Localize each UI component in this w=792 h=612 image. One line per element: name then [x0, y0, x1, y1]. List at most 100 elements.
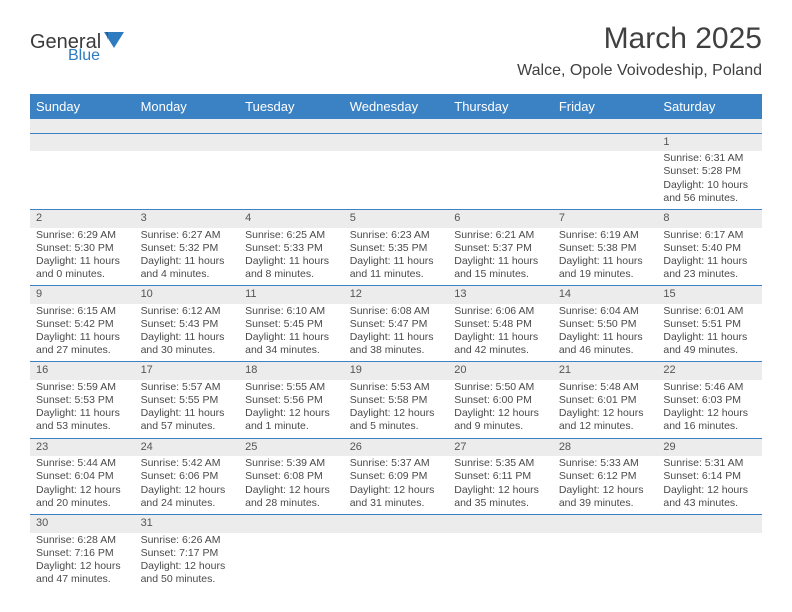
day-number-cell: 16: [30, 362, 135, 380]
sunset-text: Sunset: 6:04 PM: [36, 470, 129, 483]
day-detail-cell: Sunrise: 6:31 AMSunset: 5:28 PMDaylight:…: [657, 151, 762, 209]
daylight-text: Daylight: 11 hours and 30 minutes.: [141, 331, 234, 357]
daylight-text: Daylight: 12 hours and 35 minutes.: [454, 484, 547, 510]
day-number-cell: 18: [239, 362, 344, 380]
sunrise-text: Sunrise: 6:08 AM: [350, 305, 443, 318]
day-number-cell: 15: [657, 286, 762, 304]
day-detail-cell: [448, 533, 553, 591]
day-detail-cell: [553, 533, 658, 591]
day-number-cell: [553, 514, 658, 532]
logo-icon: General Blue: [30, 26, 140, 60]
daylight-text: Daylight: 12 hours and 12 minutes.: [559, 407, 652, 433]
sunrise-text: Sunrise: 5:33 AM: [559, 457, 652, 470]
sunset-text: Sunset: 5:51 PM: [663, 318, 756, 331]
sunset-text: Sunset: 6:14 PM: [663, 470, 756, 483]
daylight-text: Daylight: 12 hours and 20 minutes.: [36, 484, 129, 510]
day-detail-row: Sunrise: 6:31 AMSunset: 5:28 PMDaylight:…: [30, 151, 762, 209]
day-number-row: 16171819202122: [30, 362, 762, 380]
sunrise-text: Sunrise: 6:27 AM: [141, 229, 234, 242]
daylight-text: Daylight: 12 hours and 9 minutes.: [454, 407, 547, 433]
sunset-text: Sunset: 5:47 PM: [350, 318, 443, 331]
day-number-cell: 14: [553, 286, 658, 304]
sunset-text: Sunset: 6:00 PM: [454, 394, 547, 407]
day-detail-cell: Sunrise: 6:10 AMSunset: 5:45 PMDaylight:…: [239, 304, 344, 362]
daylight-text: Daylight: 12 hours and 50 minutes.: [141, 560, 234, 586]
day-number-cell: 21: [553, 362, 658, 380]
sunset-text: Sunset: 5:43 PM: [141, 318, 234, 331]
day-detail-cell: Sunrise: 6:28 AMSunset: 7:16 PMDaylight:…: [30, 533, 135, 591]
day-detail-row: Sunrise: 6:28 AMSunset: 7:16 PMDaylight:…: [30, 533, 762, 591]
day-detail-cell: Sunrise: 5:55 AMSunset: 5:56 PMDaylight:…: [239, 380, 344, 438]
sunrise-text: Sunrise: 6:04 AM: [559, 305, 652, 318]
daylight-text: Daylight: 12 hours and 5 minutes.: [350, 407, 443, 433]
day-detail-row: Sunrise: 6:29 AMSunset: 5:30 PMDaylight:…: [30, 228, 762, 286]
sunset-text: Sunset: 6:12 PM: [559, 470, 652, 483]
weekday-header: Saturday: [657, 94, 762, 119]
daylight-text: Daylight: 11 hours and 11 minutes.: [350, 255, 443, 281]
sunrise-text: Sunrise: 6:29 AM: [36, 229, 129, 242]
sunset-text: Sunset: 5:33 PM: [245, 242, 338, 255]
day-detail-cell: Sunrise: 6:06 AMSunset: 5:48 PMDaylight:…: [448, 304, 553, 362]
day-detail-cell: Sunrise: 6:04 AMSunset: 5:50 PMDaylight:…: [553, 304, 658, 362]
day-detail-cell: Sunrise: 6:29 AMSunset: 5:30 PMDaylight:…: [30, 228, 135, 286]
day-detail-cell: [344, 533, 449, 591]
day-number-cell: 11: [239, 286, 344, 304]
day-number-cell: [239, 133, 344, 151]
sunrise-text: Sunrise: 5:57 AM: [141, 381, 234, 394]
sunset-text: Sunset: 6:01 PM: [559, 394, 652, 407]
day-number-cell: 5: [344, 209, 449, 227]
day-number-cell: 23: [30, 438, 135, 456]
day-number-row: 9101112131415: [30, 286, 762, 304]
day-number-cell: [448, 133, 553, 151]
sunset-text: Sunset: 5:32 PM: [141, 242, 234, 255]
day-number-cell: [239, 514, 344, 532]
sunset-text: Sunset: 6:06 PM: [141, 470, 234, 483]
page-title: March 2025: [517, 22, 762, 56]
sunset-text: Sunset: 5:58 PM: [350, 394, 443, 407]
day-detail-cell: Sunrise: 6:12 AMSunset: 5:43 PMDaylight:…: [135, 304, 240, 362]
daylight-text: Daylight: 12 hours and 43 minutes.: [663, 484, 756, 510]
daylight-text: Daylight: 11 hours and 8 minutes.: [245, 255, 338, 281]
day-number-cell: 3: [135, 209, 240, 227]
day-detail-cell: Sunrise: 6:15 AMSunset: 5:42 PMDaylight:…: [30, 304, 135, 362]
daylight-text: Daylight: 11 hours and 57 minutes.: [141, 407, 234, 433]
daylight-text: Daylight: 12 hours and 28 minutes.: [245, 484, 338, 510]
day-number-cell: 27: [448, 438, 553, 456]
day-number-row: 3031: [30, 514, 762, 532]
sunrise-text: Sunrise: 6:06 AM: [454, 305, 547, 318]
sunrise-text: Sunrise: 5:59 AM: [36, 381, 129, 394]
daylight-text: Daylight: 12 hours and 16 minutes.: [663, 407, 756, 433]
day-number-cell: [344, 514, 449, 532]
sunrise-text: Sunrise: 6:17 AM: [663, 229, 756, 242]
day-number-cell: 30: [30, 514, 135, 532]
day-detail-cell: Sunrise: 6:08 AMSunset: 5:47 PMDaylight:…: [344, 304, 449, 362]
day-detail-cell: Sunrise: 5:59 AMSunset: 5:53 PMDaylight:…: [30, 380, 135, 438]
day-detail-cell: Sunrise: 6:25 AMSunset: 5:33 PMDaylight:…: [239, 228, 344, 286]
daylight-text: Daylight: 11 hours and 46 minutes.: [559, 331, 652, 357]
daylight-text: Daylight: 11 hours and 4 minutes.: [141, 255, 234, 281]
sunset-text: Sunset: 5:28 PM: [663, 165, 756, 178]
sunrise-text: Sunrise: 6:23 AM: [350, 229, 443, 242]
day-detail-cell: Sunrise: 5:33 AMSunset: 6:12 PMDaylight:…: [553, 456, 658, 514]
day-detail-row: Sunrise: 6:15 AMSunset: 5:42 PMDaylight:…: [30, 304, 762, 362]
daylight-text: Daylight: 11 hours and 23 minutes.: [663, 255, 756, 281]
day-number-cell: [135, 133, 240, 151]
sunset-text: Sunset: 5:38 PM: [559, 242, 652, 255]
day-number-cell: [657, 514, 762, 532]
sunrise-text: Sunrise: 6:19 AM: [559, 229, 652, 242]
day-number-cell: 10: [135, 286, 240, 304]
sunrise-text: Sunrise: 5:42 AM: [141, 457, 234, 470]
sunrise-text: Sunrise: 6:28 AM: [36, 534, 129, 547]
day-number-cell: 9: [30, 286, 135, 304]
daylight-text: Daylight: 11 hours and 19 minutes.: [559, 255, 652, 281]
daylight-text: Daylight: 12 hours and 47 minutes.: [36, 560, 129, 586]
sunset-text: Sunset: 5:42 PM: [36, 318, 129, 331]
day-number-cell: 20: [448, 362, 553, 380]
day-detail-cell: [135, 151, 240, 209]
day-detail-cell: Sunrise: 6:27 AMSunset: 5:32 PMDaylight:…: [135, 228, 240, 286]
sunrise-text: Sunrise: 5:55 AM: [245, 381, 338, 394]
sunrise-text: Sunrise: 5:48 AM: [559, 381, 652, 394]
sunrise-text: Sunrise: 5:37 AM: [350, 457, 443, 470]
day-number-cell: 12: [344, 286, 449, 304]
sunset-text: Sunset: 5:50 PM: [559, 318, 652, 331]
